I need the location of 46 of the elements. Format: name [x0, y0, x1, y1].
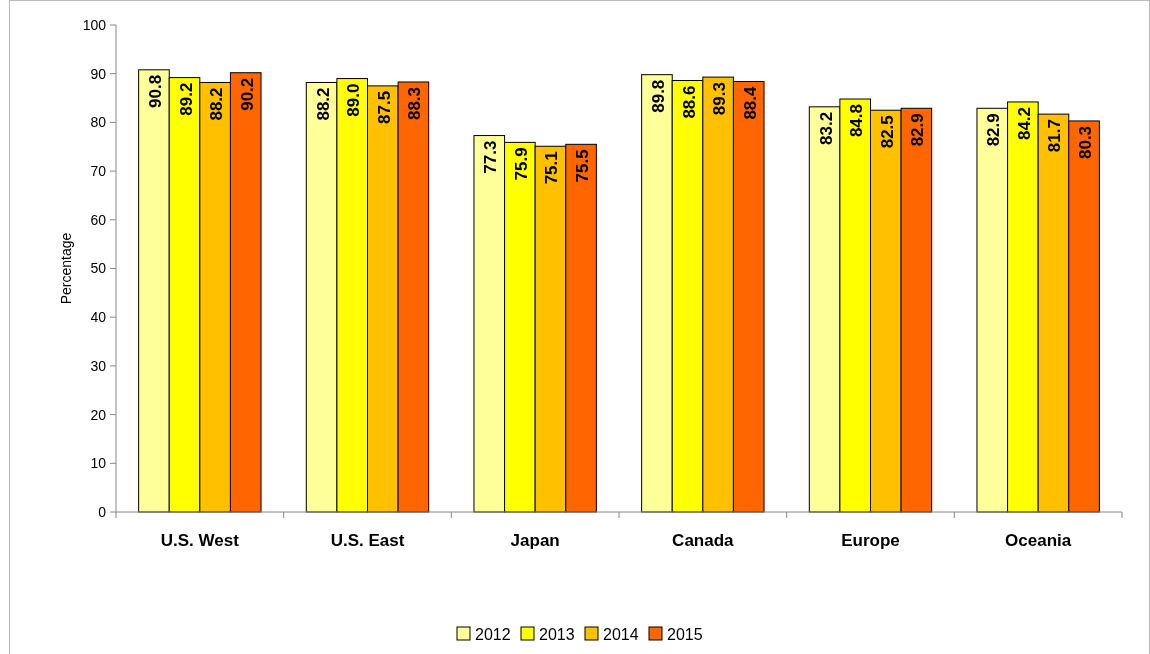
x-tick-label: U.S. West [160, 531, 240, 550]
text: 88.4 [740, 86, 760, 120]
text: 88.2 [207, 87, 227, 121]
y-tick-label: 0 [98, 503, 107, 520]
legend-label: 2015 [667, 625, 703, 643]
text: 75.9 [511, 147, 531, 181]
y-tick-label: 60 [90, 211, 107, 228]
x-tick-label: Europe [841, 531, 900, 550]
text: 84.2 [1014, 106, 1034, 141]
text: 75.5 [573, 149, 593, 183]
y-tick-label: 100 [82, 16, 107, 33]
text: 82.9 [908, 113, 928, 147]
text: 88.6 [679, 85, 699, 119]
text: 89.3 [710, 82, 730, 116]
text: 84.8 [847, 104, 867, 138]
text: 90.2 [237, 77, 257, 111]
text: 88.2 [313, 87, 333, 121]
text: 87.5 [374, 90, 394, 124]
text: 82.5 [877, 115, 897, 149]
text: 80.3 [1076, 125, 1096, 160]
x-tick-label: Canada [672, 531, 735, 550]
y-axis-title: Percentage [58, 232, 74, 305]
x-tick-label: Oceania [1005, 531, 1072, 550]
text: 90.8 [145, 74, 165, 108]
y-tick-label: 50 [90, 260, 107, 277]
legend-label: 2013 [539, 625, 575, 643]
y-tick-label: 90 [90, 65, 107, 82]
y-tick-label: 80 [90, 114, 107, 131]
y-tick-label: 10 [90, 455, 107, 472]
y-tick-label: 30 [90, 357, 107, 374]
y-tick-label: 20 [90, 406, 107, 423]
text: 82.9 [984, 113, 1004, 147]
legend-label: 2014 [603, 625, 639, 643]
text: 89.0 [344, 83, 364, 117]
text: 75.1 [542, 151, 562, 185]
x-tick-label: Japan [510, 531, 560, 550]
text: 83.2 [816, 111, 836, 145]
legend-label: 2012 [475, 625, 511, 643]
text: 88.3 [405, 86, 425, 121]
y-tick-label: 40 [90, 309, 107, 326]
text: 89.8 [648, 79, 668, 113]
x-tick-label: U.S. East [330, 531, 405, 550]
y-tick-label: 70 [90, 163, 107, 179]
text: 81.7 [1045, 119, 1065, 153]
text: 89.2 [176, 82, 196, 116]
text: 77.3 [481, 140, 501, 174]
